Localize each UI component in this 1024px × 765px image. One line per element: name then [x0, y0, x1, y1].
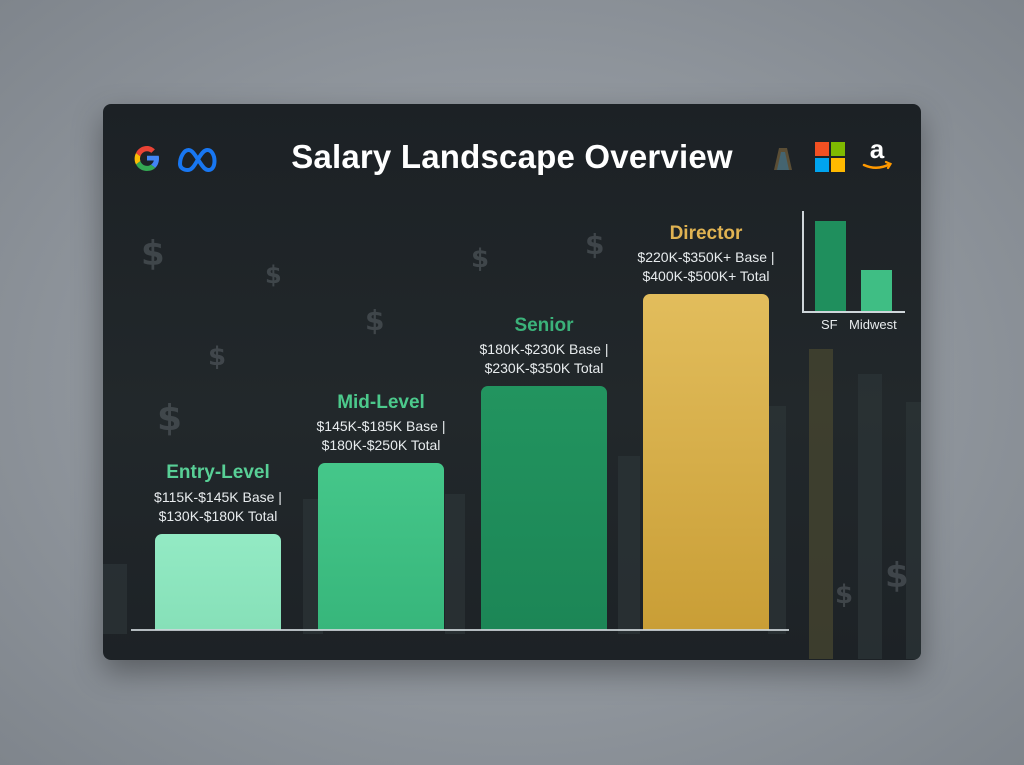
meta-logo	[178, 148, 217, 172]
bar-range-mid-level-total: $180K-$250K Total	[321, 437, 441, 453]
bar-range-entry-level-total: $130K-$180K Total	[158, 508, 278, 524]
chart-card: $ $ $ $ $ $ $ $ $ a Salary Landscape Ove…	[103, 104, 921, 660]
background-bar	[809, 349, 833, 659]
bar-range-entry-level-base: $115K-$145K Base |	[154, 489, 282, 505]
dollar-icon: $	[365, 304, 385, 337]
bar-entry-level	[155, 534, 281, 630]
bar-range-senior-base: $180K-$230K Base |	[479, 341, 609, 357]
bar-director	[643, 294, 769, 630]
background-bar	[858, 374, 882, 659]
dollar-icon: $	[265, 261, 282, 289]
google-logo	[134, 146, 159, 171]
amazon-logo: a	[862, 138, 893, 170]
bar-label-director: Director	[669, 223, 743, 244]
background-bar	[768, 406, 786, 634]
inset-label-midwest: Midwest	[849, 317, 897, 332]
dollar-icon: $	[885, 556, 909, 596]
unknown-logo	[774, 148, 792, 170]
background-bar	[445, 494, 465, 634]
dollar-icon: $	[157, 398, 183, 439]
bar-range-mid-level-base: $145K-$185K Base |	[316, 418, 446, 434]
background-bar	[103, 564, 127, 634]
bar-label-entry-level: Entry-Level	[166, 462, 270, 483]
background-bar	[906, 402, 921, 659]
bar-senior	[481, 386, 607, 630]
bar-label-mid-level: Mid-Level	[337, 392, 425, 413]
microsoft-logo	[815, 142, 845, 172]
background-bar	[618, 456, 640, 634]
dollar-icon: $	[208, 342, 227, 372]
dollar-icon: $	[471, 244, 490, 274]
bar-mid-level	[318, 463, 444, 630]
bar-range-director-total: $400K-$500K+ Total	[642, 268, 770, 284]
bar-range-director-base: $220K-$350K+ Base |	[637, 249, 775, 265]
inset-x-axis	[802, 311, 905, 313]
dollar-icon: $	[585, 228, 605, 261]
chart-title: Salary Landscape Overview	[291, 138, 733, 175]
dollar-icon: $	[141, 234, 165, 274]
inset-label-sf: SF	[821, 317, 838, 332]
x-axis-line	[131, 629, 789, 631]
inset-bar-sf	[815, 221, 846, 311]
inset-bar-midwest	[861, 270, 892, 311]
dollar-icon: $	[835, 580, 854, 610]
svg-text:a: a	[870, 138, 885, 164]
bar-range-senior-total: $230K-$350K Total	[484, 360, 604, 376]
bar-label-senior: Senior	[514, 315, 574, 336]
inset-y-axis	[802, 211, 804, 312]
